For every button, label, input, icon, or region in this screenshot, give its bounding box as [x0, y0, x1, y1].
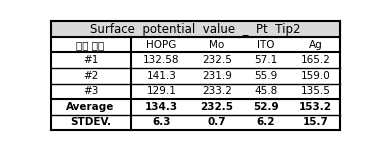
Text: 52.9: 52.9: [253, 102, 279, 112]
Text: Mo: Mo: [209, 40, 224, 50]
Text: 132.58: 132.58: [143, 55, 180, 65]
Text: Ag: Ag: [309, 40, 322, 50]
Text: STDEV.: STDEV.: [70, 117, 111, 127]
Text: 45.8: 45.8: [255, 86, 278, 96]
Text: 129.1: 129.1: [146, 86, 176, 96]
Text: Average: Average: [66, 102, 115, 112]
Text: 165.2: 165.2: [300, 55, 330, 65]
Text: 6.2: 6.2: [257, 117, 275, 127]
Text: 15.7: 15.7: [303, 117, 328, 127]
Text: #2: #2: [83, 71, 98, 81]
Text: 0.7: 0.7: [208, 117, 226, 127]
Text: 135.5: 135.5: [300, 86, 330, 96]
Text: 134.3: 134.3: [145, 102, 178, 112]
Text: 231.9: 231.9: [202, 71, 232, 81]
Text: #3: #3: [83, 86, 98, 96]
Text: 232.5: 232.5: [202, 55, 232, 65]
Text: Surface  potential  value  _  Pt  Tip2: Surface potential value _ Pt Tip2: [90, 23, 301, 36]
Text: 6.3: 6.3: [152, 117, 171, 127]
Text: 55.9: 55.9: [255, 71, 278, 81]
Text: 측정 위치: 측정 위치: [77, 40, 105, 50]
Bar: [51, 21, 340, 37]
Text: 232.5: 232.5: [200, 102, 233, 112]
Text: 141.3: 141.3: [146, 71, 176, 81]
Text: #1: #1: [83, 55, 98, 65]
Text: 153.2: 153.2: [299, 102, 332, 112]
Text: 233.2: 233.2: [202, 86, 232, 96]
Text: HOPG: HOPG: [146, 40, 176, 50]
Text: 159.0: 159.0: [301, 71, 330, 81]
Text: 57.1: 57.1: [255, 55, 278, 65]
Text: ITO: ITO: [257, 40, 275, 50]
